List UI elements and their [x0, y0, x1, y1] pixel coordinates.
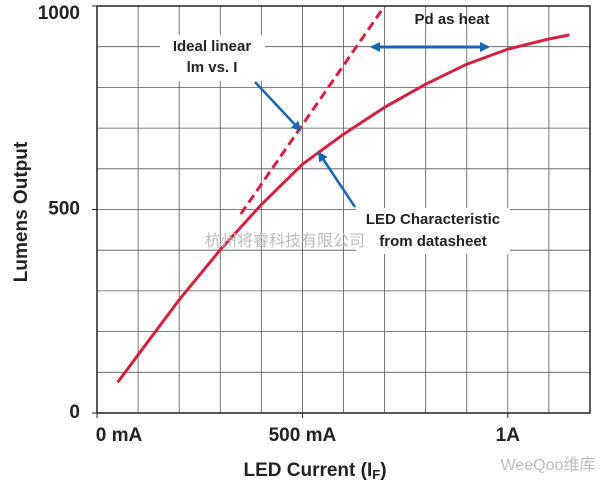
annotation: Ideal linear: [173, 38, 252, 55]
x-tick-label: 0 mA: [96, 425, 143, 446]
grid: [92, 5, 590, 418]
plot: [116, 5, 570, 384]
watermark: 杭州将睿科技有限公司: [205, 232, 365, 250]
y-tick-label: 500: [48, 199, 80, 220]
label-bg: [356, 208, 510, 254]
y-axis-label: Lumens Output: [11, 141, 32, 282]
y-tick-label: 1000: [38, 3, 80, 24]
annotation: Pd as heat: [414, 11, 489, 28]
x-axis-label-end: ): [380, 460, 386, 481]
series-line: [116, 33, 570, 384]
x-tick-label: 1A: [496, 425, 521, 446]
arrow: [254, 81, 302, 132]
y-tick-label: 0: [69, 402, 80, 423]
annotation: lm vs. I: [187, 59, 238, 76]
series-line: [239, 5, 386, 215]
label-bg: [160, 35, 265, 81]
annotation: LED Characteristic: [366, 211, 500, 228]
x-axis-label-main: LED Current (I: [243, 460, 372, 481]
x-axis-label: LED Current (IF): [243, 460, 386, 482]
plot-frame: [96, 5, 591, 414]
watermark: WeeQoo维库: [501, 456, 596, 474]
x-tick-label: 500 mA: [269, 425, 337, 446]
annotation: from datasheet: [379, 233, 487, 250]
arrow: [317, 151, 357, 208]
x-axis-label-sub: F: [372, 467, 380, 482]
